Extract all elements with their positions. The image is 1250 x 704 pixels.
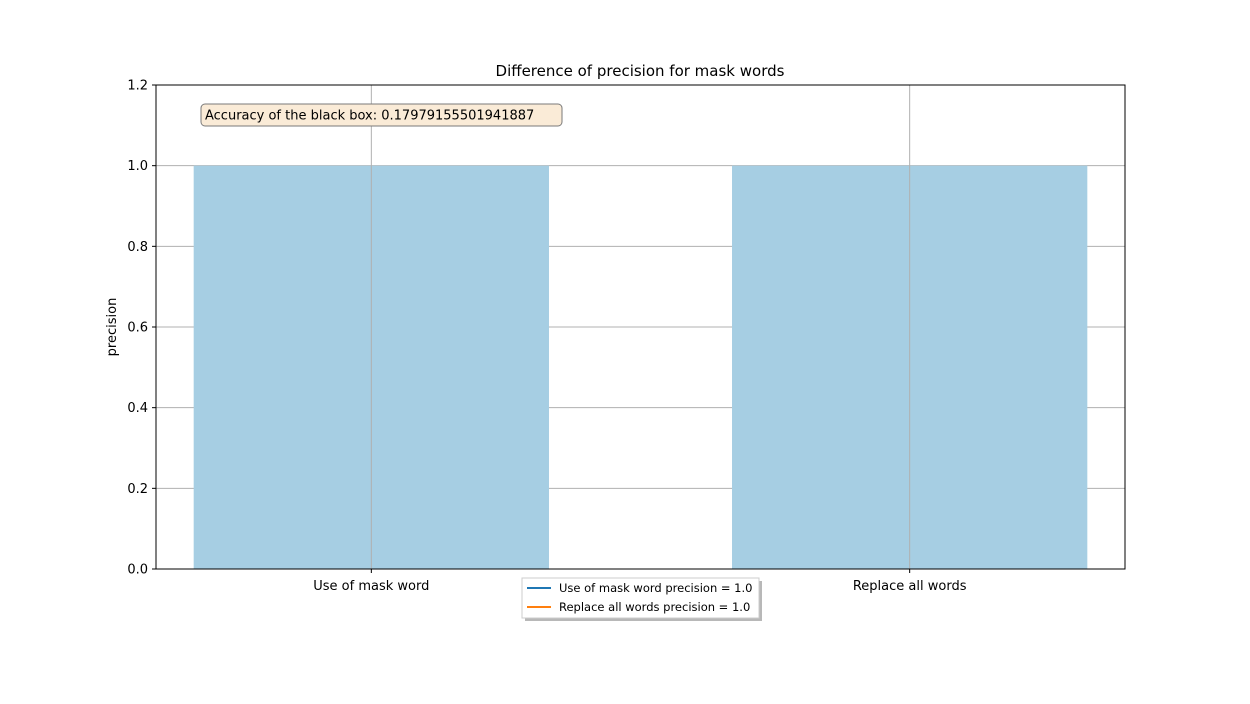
y-tick-label: 1.0 <box>127 159 148 174</box>
y-tick-label: 0.4 <box>127 401 148 416</box>
legend: Use of mask word precision = 1.0 Replace… <box>521 577 762 621</box>
annotation-box: Accuracy of the black box: 0.17979155501… <box>200 103 563 127</box>
x-grid-lines <box>370 85 911 569</box>
annotation-text: Accuracy of the black box: 0.17979155501… <box>205 109 534 124</box>
y-tick-label: 0.2 <box>127 482 148 497</box>
x-tick-label: Replace all words <box>853 579 967 594</box>
y-tick-label: 0.8 <box>127 240 148 255</box>
y-axis-ticks: 0.0 0.2 0.4 0.6 0.8 1.0 1.2 <box>127 79 156 578</box>
chart-title: Difference of precision for mask words <box>496 62 785 80</box>
bars <box>193 165 1088 569</box>
legend-label-mask-word: Use of mask word precision = 1.0 <box>559 581 752 595</box>
y-tick-label: 0.6 <box>127 321 148 336</box>
y-tick-label: 1.2 <box>127 79 148 94</box>
legend-frame <box>521 577 760 619</box>
annotation-background <box>200 103 563 127</box>
x-tick-label: Use of mask word <box>313 579 429 594</box>
legend-label-replace-all: Replace all words precision = 1.0 <box>559 600 750 614</box>
x-axis-ticks: Use of mask word Replace all words <box>313 569 967 594</box>
y-tick-label: 0.0 <box>127 563 148 578</box>
y-axis-label: precision <box>105 298 120 357</box>
